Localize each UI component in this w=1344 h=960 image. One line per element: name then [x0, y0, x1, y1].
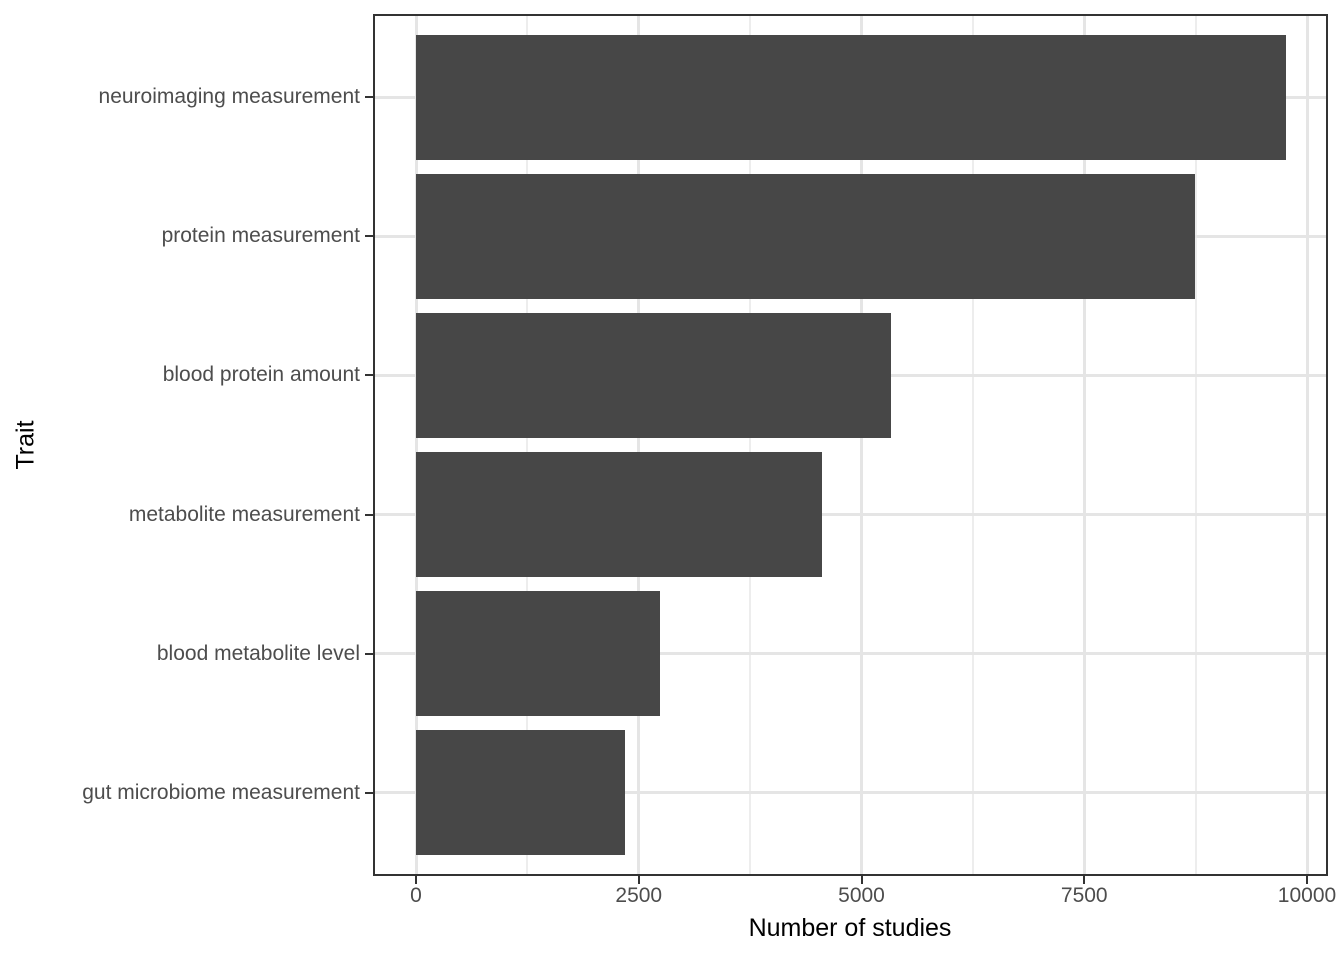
x-axis-tick [1083, 876, 1086, 884]
y-axis-label: neuroimaging measurement [98, 85, 360, 109]
v-gridline-minor [971, 14, 974, 876]
y-axis-tick [365, 235, 373, 238]
x-axis-tick [1306, 876, 1308, 884]
bar-4 [416, 590, 661, 717]
x-axis-tick-label: 0 [410, 884, 422, 907]
v-gridline-major [860, 14, 863, 876]
x-axis-tick-label: 7500 [1060, 884, 1108, 907]
x-axis-tick [415, 876, 417, 884]
v-gridline-major [637, 14, 641, 876]
h-gridline-major [373, 791, 1328, 795]
y-axis-label: blood metabolite level [156, 641, 360, 665]
y-axis-label: metabolite measurement [128, 502, 360, 526]
v-gridline-minor [1194, 14, 1197, 876]
bar-3 [416, 451, 823, 578]
h-gridline-major [373, 652, 1328, 656]
y-axis-tick [365, 652, 373, 655]
x-axis-tick [637, 876, 640, 884]
bar-0 [416, 34, 1286, 160]
y-axis-tick [365, 96, 373, 99]
y-axis-title: Trait [11, 420, 40, 470]
h-gridline-major [373, 513, 1328, 517]
y-axis-tick [365, 513, 373, 516]
v-gridline-major [1082, 14, 1086, 876]
bar-2 [416, 312, 891, 439]
y-axis-label: gut microbiome measurement [82, 780, 360, 804]
v-gridline-major [1305, 14, 1309, 876]
v-gridline-minor [749, 14, 752, 876]
x-axis-tick-label: 2500 [615, 884, 663, 907]
v-gridline-major [414, 14, 418, 876]
v-gridline-minor [526, 14, 529, 876]
y-axis-label: protein measurement [161, 224, 360, 248]
x-axis-tick [860, 876, 863, 884]
x-axis-tick-label: 5000 [838, 884, 885, 907]
x-axis-title: Number of studies [748, 914, 952, 942]
x-axis-tick-label: 10000 [1277, 884, 1337, 907]
y-axis-label: blood protein amount [162, 363, 360, 387]
y-axis-tick [365, 791, 373, 794]
y-axis-tick [365, 374, 373, 377]
plot-panel [373, 14, 1328, 876]
bar-1 [416, 173, 1195, 299]
bar-5 [416, 730, 626, 856]
